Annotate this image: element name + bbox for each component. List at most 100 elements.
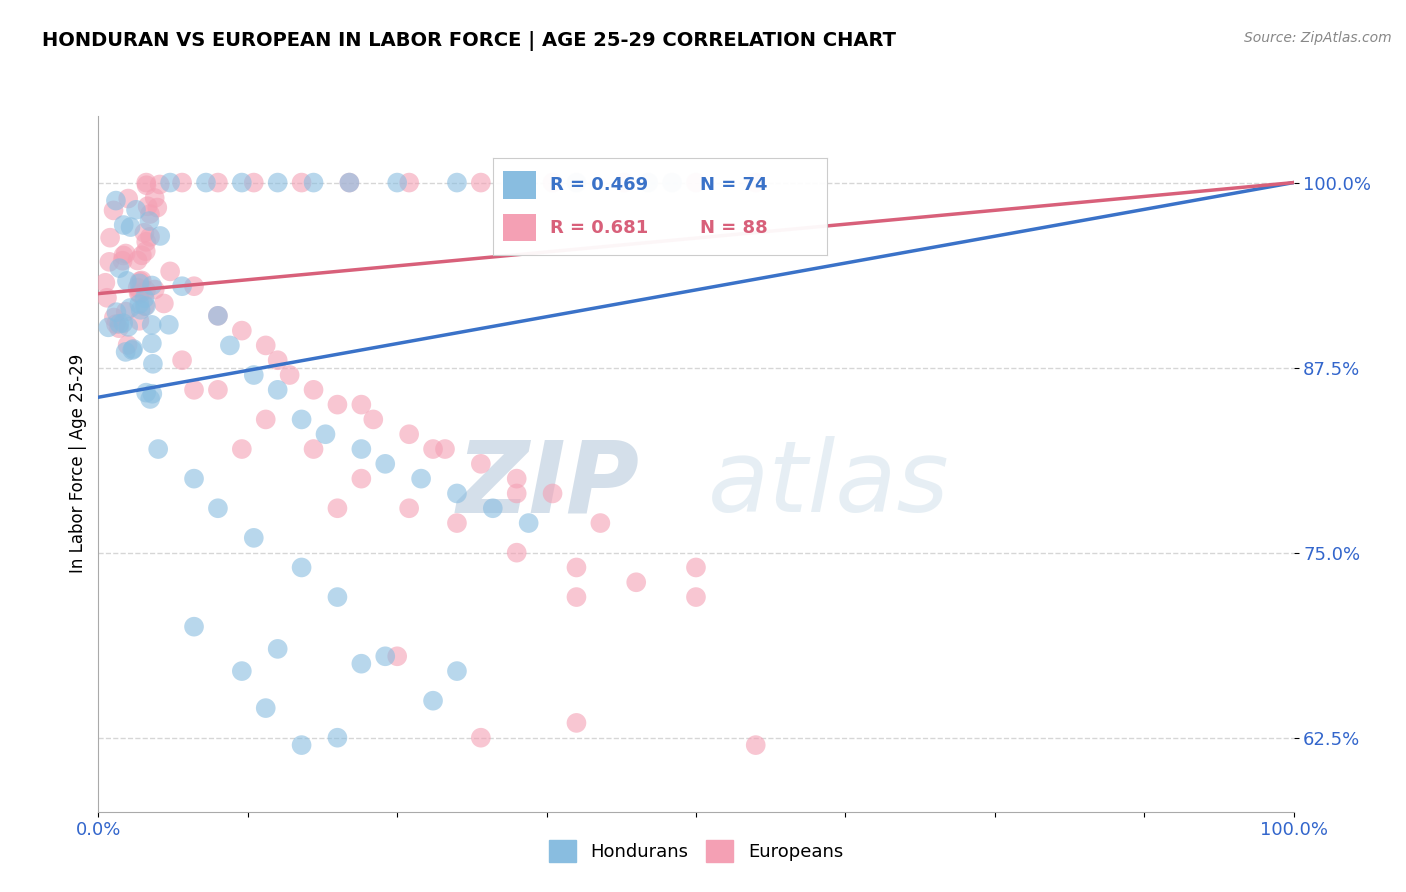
FancyBboxPatch shape [503, 214, 536, 242]
Point [470, 731, 492, 745]
Point [148, 442, 170, 456]
Point [207, 176, 229, 190]
Point [108, 321, 131, 335]
Point [134, 226, 156, 240]
Point [207, 501, 229, 516]
Point [98, 230, 121, 244]
Point [326, 398, 349, 412]
Y-axis label: In Labor Force | Age 25-29: In Labor Force | Age 25-29 [69, 354, 87, 574]
Point [135, 235, 157, 249]
Point [290, 176, 312, 190]
Point [103, 203, 125, 218]
Point [565, 590, 588, 604]
Point [131, 273, 153, 287]
Point [142, 357, 165, 371]
Point [565, 560, 588, 574]
Point [120, 220, 142, 235]
Point [127, 253, 149, 268]
Point [135, 299, 157, 313]
Point [143, 283, 166, 297]
Point [127, 281, 149, 295]
Point [506, 546, 529, 560]
Point [337, 176, 360, 190]
Point [114, 246, 136, 260]
Point [104, 194, 127, 208]
Point [143, 191, 166, 205]
Text: R = 0.469: R = 0.469 [550, 176, 648, 194]
Text: ZIP: ZIP [457, 436, 640, 533]
Point [541, 176, 564, 190]
Point [326, 590, 349, 604]
Point [254, 412, 277, 426]
Point [121, 343, 143, 357]
Text: N = 74: N = 74 [700, 176, 768, 194]
Point [374, 649, 396, 664]
Point [135, 244, 157, 259]
Point [128, 277, 150, 291]
Point [243, 176, 266, 190]
Point [685, 560, 707, 574]
Point [112, 218, 135, 232]
Point [374, 457, 396, 471]
Point [506, 472, 529, 486]
Point [114, 345, 136, 359]
Point [326, 731, 349, 745]
Point [589, 516, 612, 530]
Point [128, 274, 150, 288]
Point [506, 176, 529, 190]
Point [385, 176, 409, 190]
Text: R = 0.681: R = 0.681 [550, 219, 648, 237]
Point [363, 412, 385, 426]
Point [685, 176, 707, 190]
Text: HONDURAN VS EUROPEAN IN LABOR FORCE | AGE 25-29 CORRELATION CHART: HONDURAN VS EUROPEAN IN LABOR FORCE | AG… [42, 31, 896, 51]
Point [470, 176, 492, 190]
Text: Source: ZipAtlas.com: Source: ZipAtlas.com [1244, 31, 1392, 45]
Point [129, 286, 152, 301]
Point [398, 501, 420, 516]
Point [134, 299, 156, 313]
Point [290, 560, 312, 574]
Point [98, 255, 121, 269]
Point [183, 279, 205, 293]
Point [337, 176, 360, 190]
Point [745, 738, 768, 752]
Point [565, 715, 588, 730]
Point [350, 442, 373, 456]
Point [481, 501, 505, 516]
Point [267, 641, 290, 656]
Point [183, 472, 205, 486]
Point [398, 176, 420, 190]
Point [231, 324, 253, 338]
Point [613, 176, 636, 190]
Point [141, 278, 163, 293]
Point [745, 176, 768, 190]
Point [433, 442, 456, 456]
Point [128, 314, 150, 328]
Legend: Hondurans, Europeans: Hondurans, Europeans [541, 832, 851, 869]
Point [138, 214, 160, 228]
Point [207, 383, 229, 397]
Point [219, 338, 242, 352]
Point [117, 192, 139, 206]
Point [120, 301, 142, 315]
Point [183, 383, 205, 397]
Point [243, 368, 266, 382]
Point [446, 176, 468, 190]
Point [115, 274, 138, 288]
Point [290, 412, 312, 426]
Point [267, 353, 290, 368]
Point [103, 310, 125, 325]
Point [470, 457, 492, 471]
Point [96, 291, 118, 305]
Point [267, 383, 290, 397]
Point [446, 664, 468, 678]
Point [108, 317, 131, 331]
Point [350, 657, 373, 671]
Point [172, 279, 194, 293]
Point [207, 309, 229, 323]
Point [131, 248, 153, 262]
Point [661, 176, 683, 190]
Point [194, 176, 217, 190]
Point [111, 253, 134, 268]
FancyBboxPatch shape [503, 171, 536, 199]
